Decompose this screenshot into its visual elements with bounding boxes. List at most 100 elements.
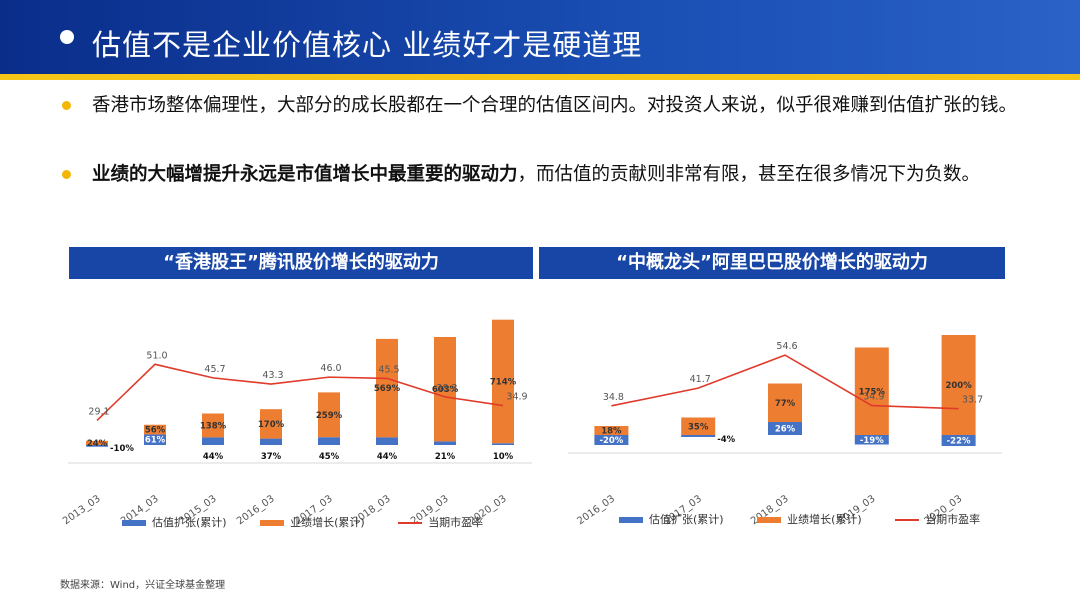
legend-swatch-orange — [757, 517, 782, 523]
earnings-bar — [492, 319, 514, 444]
valuation-bar — [260, 438, 282, 445]
valuation-bar — [202, 437, 224, 445]
title-bullet-icon — [60, 30, 74, 44]
earnings-bar — [86, 440, 108, 445]
valuation-bar — [144, 434, 166, 445]
bullet-point-1: 香港市场整体偏理性，大部分的成长股都在一个合理的估值区间内。对投资人来说，似乎很… — [62, 92, 1022, 119]
legend-item-earnings: 业绩增长(累计) — [260, 514, 365, 530]
earnings-data-label: 569% — [374, 384, 401, 394]
chart-title-tencent: “香港股王”腾讯股价增长的驱动力 — [69, 247, 533, 279]
pe-data-label: 34.8 — [603, 392, 624, 403]
valuation-data-label: 37% — [261, 452, 282, 462]
pe-data-label: 45.7 — [204, 364, 225, 375]
earnings-data-label: 24% — [87, 439, 108, 449]
bullet-point-2: 业绩的大幅增提升永远是市值增长中最重要的驱动力，而估值的贡献则非常有限，甚至在很… — [62, 161, 1022, 188]
valuation-bar — [854, 435, 889, 445]
earnings-data-label: 18% — [601, 427, 622, 437]
valuation-data-label: -22% — [947, 437, 971, 447]
valuation-bar — [376, 437, 398, 445]
earnings-bar — [768, 383, 802, 422]
legend-item-pe: 当期市盈率 — [398, 514, 483, 530]
earnings-bar — [594, 426, 629, 435]
chart-title-alibaba: “中概龙头”阿里巴巴股价增长的驱动力 — [539, 247, 1005, 279]
earnings-data-label: 35% — [688, 422, 709, 432]
valuation-bar — [594, 435, 629, 445]
earnings-data-label: 56% — [145, 426, 166, 436]
earnings-bar — [681, 417, 716, 435]
chart-alibaba: 18%-20%2016_0335%-4%2017_0377%26%2018_03… — [568, 335, 1002, 527]
earnings-bar — [941, 335, 976, 435]
chart-tencent: 24%-10%2013_0356%61%2014_03138%44%2015_0… — [61, 319, 532, 527]
pe-line — [611, 354, 959, 410]
valuation-bar — [681, 435, 716, 437]
legend-line-red — [895, 519, 920, 521]
pe-data-label: 29.1 — [88, 406, 109, 417]
earnings-data-label: 138% — [200, 421, 227, 431]
bullet-text: 香港市场整体偏理性，大部分的成长股都在一个合理的估值区间内。对投资人来说，似乎很… — [92, 95, 1018, 116]
data-source-note: 数据来源：Wind，兴证全球基金整理 — [60, 580, 226, 591]
earnings-data-label: 77% — [775, 399, 796, 409]
legend-line-red — [398, 522, 423, 524]
earnings-bar — [318, 392, 340, 438]
valuation-data-label: 44% — [377, 452, 398, 462]
valuation-bar — [941, 435, 976, 446]
pe-data-label: 33.7 — [962, 395, 983, 406]
title-bar-stripe — [0, 74, 1080, 80]
legend-label: 当期市盈率 — [428, 516, 484, 529]
valuation-data-label: -19% — [860, 436, 884, 446]
pe-data-label: 45.5 — [378, 364, 399, 375]
bullet-rest-text: ，而估值的贡献则非常有限，甚至在很多情况下为负数。 — [517, 164, 981, 185]
pe-data-label: 43.3 — [262, 370, 283, 381]
legend-label: 估值扩张(累计) — [649, 513, 724, 526]
valuation-bar — [318, 437, 340, 445]
earnings-bar — [260, 409, 282, 439]
pe-data-label: 34.9 — [863, 392, 884, 403]
pe-data-label: 54.6 — [776, 341, 797, 352]
pe-data-label: 46.0 — [320, 363, 341, 374]
legend-swatch-blue — [619, 517, 643, 523]
earnings-data-label: 714% — [490, 377, 517, 387]
earnings-data-label: 603% — [432, 385, 459, 395]
bullet-bold-text: 业绩的大幅增提升永远是市值增长中最重要的驱动力 — [92, 164, 518, 185]
earnings-data-label: 259% — [316, 411, 343, 421]
valuation-data-label: 45% — [319, 452, 340, 462]
legend-label: 业绩增长(累计) — [290, 516, 365, 529]
bullet-dot-icon — [62, 170, 71, 179]
bullet-text: 业绩的大幅增提升永远是市值增长中最重要的驱动力，而估值的贡献则非常有限，甚至在很… — [92, 161, 1022, 188]
pe-data-label: 41.7 — [690, 374, 711, 385]
valuation-data-label: -4% — [717, 435, 735, 445]
legend-item-valuation: 估值扩张(累计) — [619, 511, 724, 527]
bullet-dot-icon — [62, 101, 71, 110]
earnings-bar — [144, 424, 166, 435]
legend-item-valuation: 估值扩张(累计) — [122, 514, 227, 530]
pe-line — [96, 363, 504, 422]
valuation-bar — [86, 445, 108, 447]
legend-tencent: 估值扩张(累计) 业绩增长(累计) 当期市盈率 — [122, 514, 513, 530]
earnings-bar — [202, 413, 224, 438]
x-tick-label: 2016_03 — [575, 493, 617, 527]
legend-item-earnings: 业绩增长(累计) — [757, 511, 862, 527]
earnings-data-label: 175% — [859, 387, 886, 397]
valuation-data-label: 21% — [435, 452, 456, 462]
earnings-bar — [376, 338, 398, 438]
valuation-bar — [492, 443, 514, 445]
earnings-bar — [854, 347, 889, 435]
pe-data-label: 51.0 — [146, 350, 167, 361]
x-tick-label: 2013_03 — [61, 493, 103, 527]
valuation-bar — [768, 422, 802, 435]
legend-label: 当期市盈率 — [925, 513, 981, 526]
valuation-data-label: 26% — [775, 425, 796, 435]
pe-data-label: 34.9 — [506, 392, 527, 403]
valuation-data-label: -10% — [110, 444, 134, 454]
earnings-data-label: 170% — [258, 420, 285, 430]
legend-alibaba: 估值扩张(累计) 业绩增长(累计) 当期市盈率 — [619, 511, 1010, 527]
earnings-data-label: 200% — [945, 381, 972, 391]
title-bar — [0, 0, 1080, 74]
legend-label: 业绩增长(累计) — [787, 513, 862, 526]
valuation-data-label: 61% — [145, 436, 166, 446]
valuation-bar — [434, 441, 456, 445]
legend-swatch-orange — [260, 520, 285, 526]
pe-data-label: 38.3 — [436, 383, 457, 394]
earnings-bar — [434, 337, 456, 442]
legend-swatch-blue — [122, 520, 146, 526]
